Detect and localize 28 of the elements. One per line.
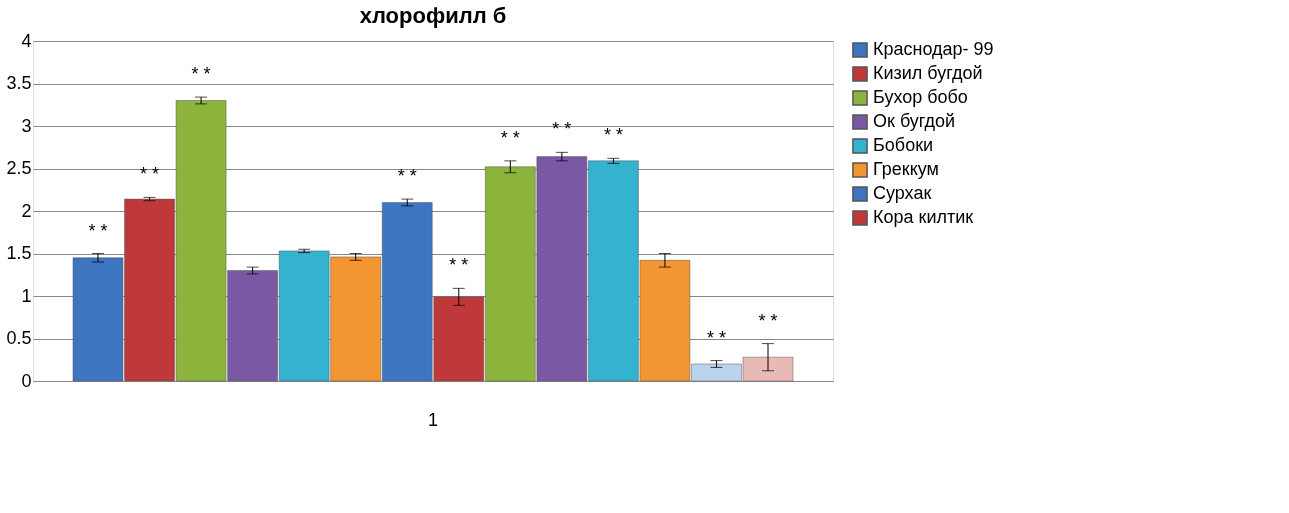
legend-label: Краснодар- 99 — [873, 39, 994, 59]
data-label: * * — [500, 127, 520, 148]
data-label: * * — [191, 64, 211, 85]
legend-label: Сурхак — [873, 183, 932, 203]
y-tick-label: 3 — [21, 115, 32, 136]
legend-label: Бобоки — [873, 135, 934, 155]
y-tick-label: 2.5 — [6, 158, 32, 178]
data-label: * * — [552, 119, 572, 140]
legend-label: Кизил бугдой — [873, 63, 983, 83]
data-label: * * — [449, 255, 469, 276]
y-tick-label: 3.5 — [6, 73, 32, 93]
data-label: * * — [758, 310, 778, 331]
legend-label: Бухор бобо — [873, 87, 968, 107]
y-tick-label: 2 — [21, 200, 32, 221]
data-label: * * — [88, 220, 108, 241]
legend-label: Греккум — [873, 159, 939, 179]
legend-label: Кора килтик — [873, 207, 974, 227]
legend-label: Ок бугдой — [873, 111, 956, 131]
data-label: * * — [603, 125, 623, 146]
y-tick-label: 1.5 — [6, 243, 32, 263]
y-tick-label: 0 — [21, 370, 32, 391]
y-tick-label: 0.5 — [6, 328, 32, 348]
data-label: * * — [140, 164, 160, 185]
y-tick-label: 4 — [21, 30, 32, 51]
data-label: * * — [706, 327, 726, 348]
data-label: * * — [397, 166, 417, 187]
chart-title: хлорофилл б — [359, 3, 507, 28]
y-tick-label: 1 — [21, 285, 32, 306]
